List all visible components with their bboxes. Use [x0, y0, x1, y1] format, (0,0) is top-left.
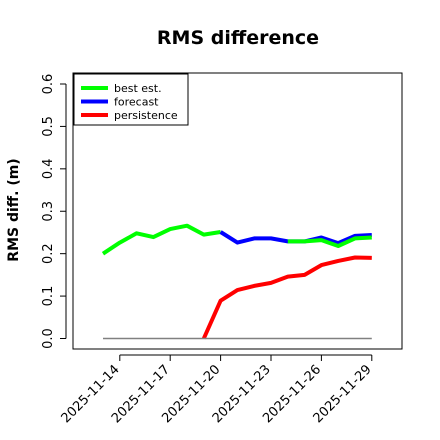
series-layer [101, 223, 372, 340]
series-line-best-est [287, 235, 372, 248]
y-tick-label: 0.2 [41, 243, 56, 264]
legend-label: persistence [114, 109, 178, 122]
y-tick-label: 0.3 [41, 201, 56, 222]
y-axis-label: RMS diff. (m) [6, 158, 22, 261]
y-tick-label: 0.0 [41, 328, 56, 349]
x-axis: 2025-11-142025-11-172025-11-202025-11-23… [59, 354, 375, 426]
plot-frame [72, 72, 403, 350]
chart-title: RMS difference [157, 27, 319, 49]
y-axis: 0.0 0.1 0.2 0.3 0.4 0.5 0.6 [41, 74, 67, 349]
legend-label: forecast [114, 96, 159, 109]
y-tick-label: 0.1 [41, 286, 56, 307]
legend-label: best est. [114, 82, 162, 95]
series-line-persistence [201, 255, 372, 340]
y-tick-label: 0.5 [41, 116, 56, 137]
series-line-best-est [101, 223, 221, 256]
y-tick-label: 0.6 [41, 74, 56, 95]
y-tick-label: 0.4 [41, 158, 56, 179]
